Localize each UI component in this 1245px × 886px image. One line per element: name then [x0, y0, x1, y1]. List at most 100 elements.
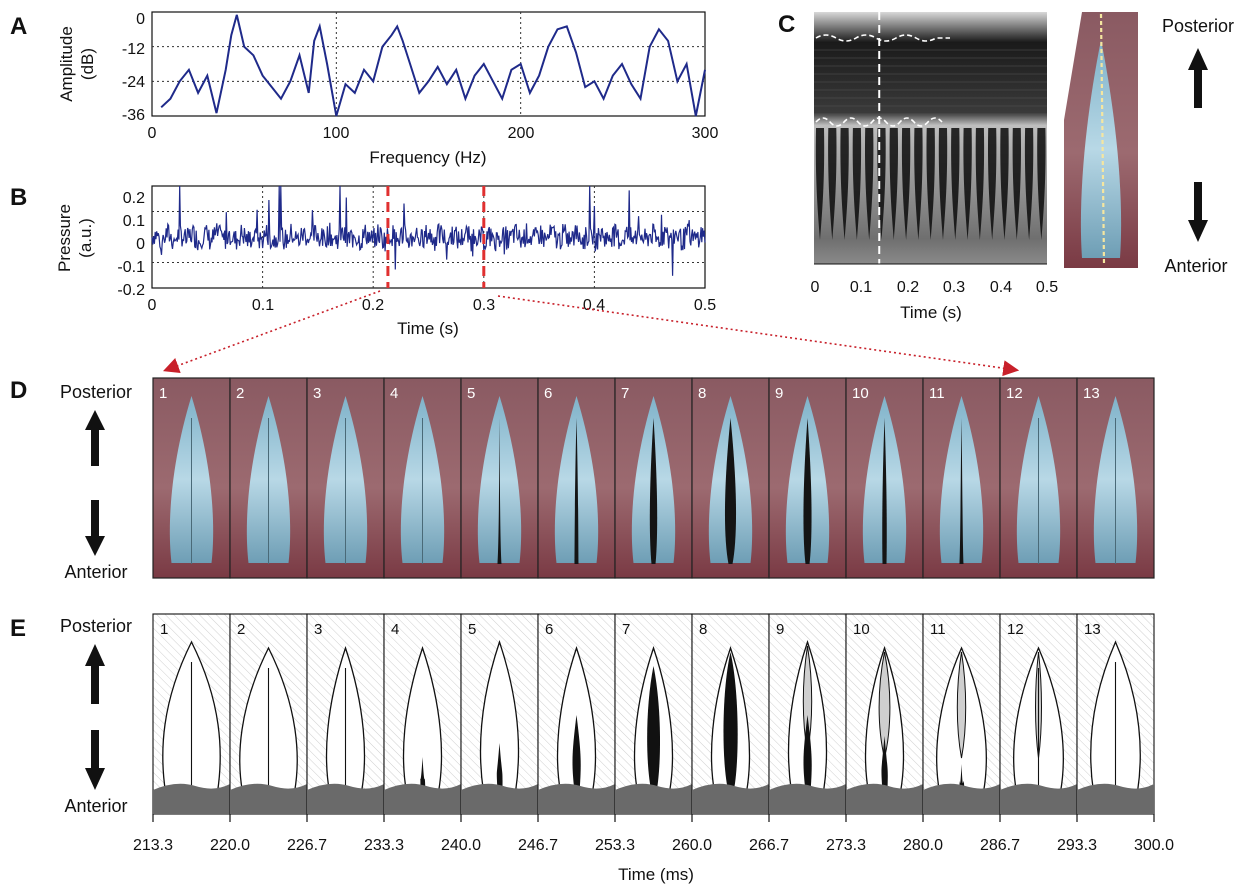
- panel-b-ytick-2: 0: [136, 236, 145, 253]
- panel-c-xtick-0: 0: [811, 279, 820, 296]
- video-frame-glottis: [649, 418, 658, 564]
- video-frame: 3: [306, 377, 385, 579]
- video-frame-number: 6: [544, 385, 552, 402]
- panel-a-chart: 0 -12 -24 -36 0 100 200 300 Frequency (H…: [57, 11, 718, 167]
- video-frame-number: 8: [698, 385, 706, 402]
- video-frame-number: 1: [159, 385, 167, 402]
- panel-e-up-arrow: [85, 644, 105, 704]
- kymogram-stripe: [988, 128, 997, 240]
- kymogram-stripe: [938, 128, 948, 240]
- panel-b-ytick-3: -0.1: [117, 259, 145, 276]
- panel-c-down-arrow: [1188, 182, 1208, 242]
- video-frame-number: 10: [852, 385, 869, 402]
- schematic-frame: 3: [306, 613, 385, 815]
- schematic-frame: 5: [460, 613, 539, 815]
- panel-b-xtick-5: 0.5: [694, 297, 716, 314]
- kymogram-stripe: [828, 128, 837, 240]
- panel-d-video-frames: 1 2 3 4 5 6 7 8 9 10 11 12 13: [152, 377, 1155, 579]
- panel-b-xtick-3: 0.3: [473, 297, 495, 314]
- panel-b-ytick-0: 0.2: [123, 190, 145, 207]
- schematic-frame: 10: [845, 613, 924, 815]
- video-frame-number: 2: [236, 385, 244, 402]
- schematic-frame-number: 4: [391, 621, 399, 638]
- larynx-photo-dark-corner: [1064, 12, 1082, 120]
- schematic-tissue-base: [1077, 783, 1154, 814]
- kymogram-stripe: [926, 128, 935, 240]
- kymogram-stripe: [852, 128, 862, 240]
- panel-c-xtick-3: 0.3: [943, 279, 965, 296]
- schematic-frame: 6: [537, 613, 616, 815]
- kymogram-stripe: [1000, 128, 1009, 240]
- panel-b-ytick-1: 0.1: [123, 213, 145, 230]
- schematic-frame-number: 12: [1007, 621, 1024, 638]
- panel-e-tick-label: 246.7: [518, 837, 558, 854]
- panel-e-tick-label: 266.7: [749, 837, 789, 854]
- kymogram-stripe: [865, 128, 874, 240]
- panel-c-xtick-2: 0.2: [897, 279, 919, 296]
- schematic-tissue-base: [615, 783, 692, 814]
- schematic-tissue-base: [230, 783, 307, 814]
- schematic-frame: 8: [691, 613, 770, 815]
- schematic-glottal-opening: [723, 652, 738, 792]
- panel-c-posterior-label: Posterior: [1162, 16, 1234, 36]
- schematic-frame-number: 8: [699, 621, 707, 638]
- video-frame: 4: [383, 377, 462, 579]
- panel-b-xtick-0: 0: [148, 297, 157, 314]
- panel-e-tick-label: 253.3: [595, 837, 635, 854]
- panel-a-xlabel: Frequency (Hz): [369, 148, 486, 167]
- schematic-frame: 12: [999, 613, 1078, 815]
- panel-a-frame: [151, 11, 706, 117]
- schematic-frame-number: 3: [314, 621, 322, 638]
- schematic-frame: 4: [383, 613, 462, 815]
- panel-e-tick-label: 280.0: [903, 837, 943, 854]
- kymogram-stripe: [901, 128, 911, 240]
- kymogram-stripe: [1037, 128, 1046, 240]
- panel-d-down-arrow: [85, 500, 105, 556]
- panel-c-up-arrow: [1188, 48, 1208, 108]
- panel-c-xtick-5: 0.5: [1036, 279, 1058, 296]
- panel-e-tick-label: 226.7: [287, 837, 327, 854]
- schematic-frame-number: 2: [237, 621, 245, 638]
- schematic-tissue-base: [1000, 783, 1077, 814]
- panel-a-ytick-3: -36: [122, 107, 145, 124]
- panel-c-kymogram: 0 0.1 0.2 0.3 0.4 0.5 Time (s): [811, 12, 1058, 322]
- video-frame: 8: [691, 377, 770, 579]
- panel-a-ylabel-2: (dB): [78, 48, 97, 80]
- schematic-tissue-base: [692, 783, 769, 814]
- video-frame-glottis: [574, 418, 579, 564]
- kymogram-stripe: [889, 128, 898, 240]
- panel-d-posterior-label: Posterior: [60, 382, 132, 402]
- panel-e-tick-label: 240.0: [441, 837, 481, 854]
- video-frame: 1: [152, 377, 231, 579]
- schematic-mucosal-wave: [956, 651, 967, 759]
- panel-label-a: A: [10, 13, 27, 40]
- panel-c-larynx-photo: [1064, 12, 1138, 268]
- zoom-arrow-right: [497, 295, 1020, 377]
- kymogram-stripe: [840, 128, 849, 240]
- panel-e-posterior-label: Posterior: [60, 616, 132, 636]
- schematic-frame-number: 6: [545, 621, 553, 638]
- video-frame-number: 3: [313, 385, 321, 402]
- panel-b-chart: 0.2 0.1 0 -0.1 -0.2 0 0.1 0.2 0.3 0.4 0.…: [55, 185, 716, 338]
- schematic-frame-number: 13: [1084, 621, 1101, 638]
- panel-e-tick-label: 286.7: [980, 837, 1020, 854]
- video-frame-glottis: [724, 418, 737, 564]
- schematic-frame-number: 5: [468, 621, 476, 638]
- schematic-tissue-base: [846, 783, 923, 814]
- video-frame-glottis: [882, 418, 887, 564]
- panel-a-spectrum-line: [160, 14, 706, 117]
- panel-e-tick-label: 233.3: [364, 837, 404, 854]
- panel-c-anterior-label: Anterior: [1164, 256, 1227, 276]
- panel-e-anterior-label: Anterior: [64, 796, 127, 816]
- panel-e-tick-label: 300.0: [1134, 837, 1174, 854]
- video-frame-number: 11: [929, 385, 945, 402]
- panel-a-ytick-2: -24: [122, 74, 145, 91]
- schematic-tissue-base: [153, 783, 230, 814]
- panel-label-c: C: [778, 11, 795, 38]
- zoom-arrow-left: [162, 290, 381, 374]
- panel-b-ylabel-1: Pressure: [55, 204, 74, 272]
- kymogram-stripe: [815, 128, 825, 240]
- schematic-frame-number: 10: [853, 621, 870, 638]
- video-frame: 11: [922, 377, 1001, 579]
